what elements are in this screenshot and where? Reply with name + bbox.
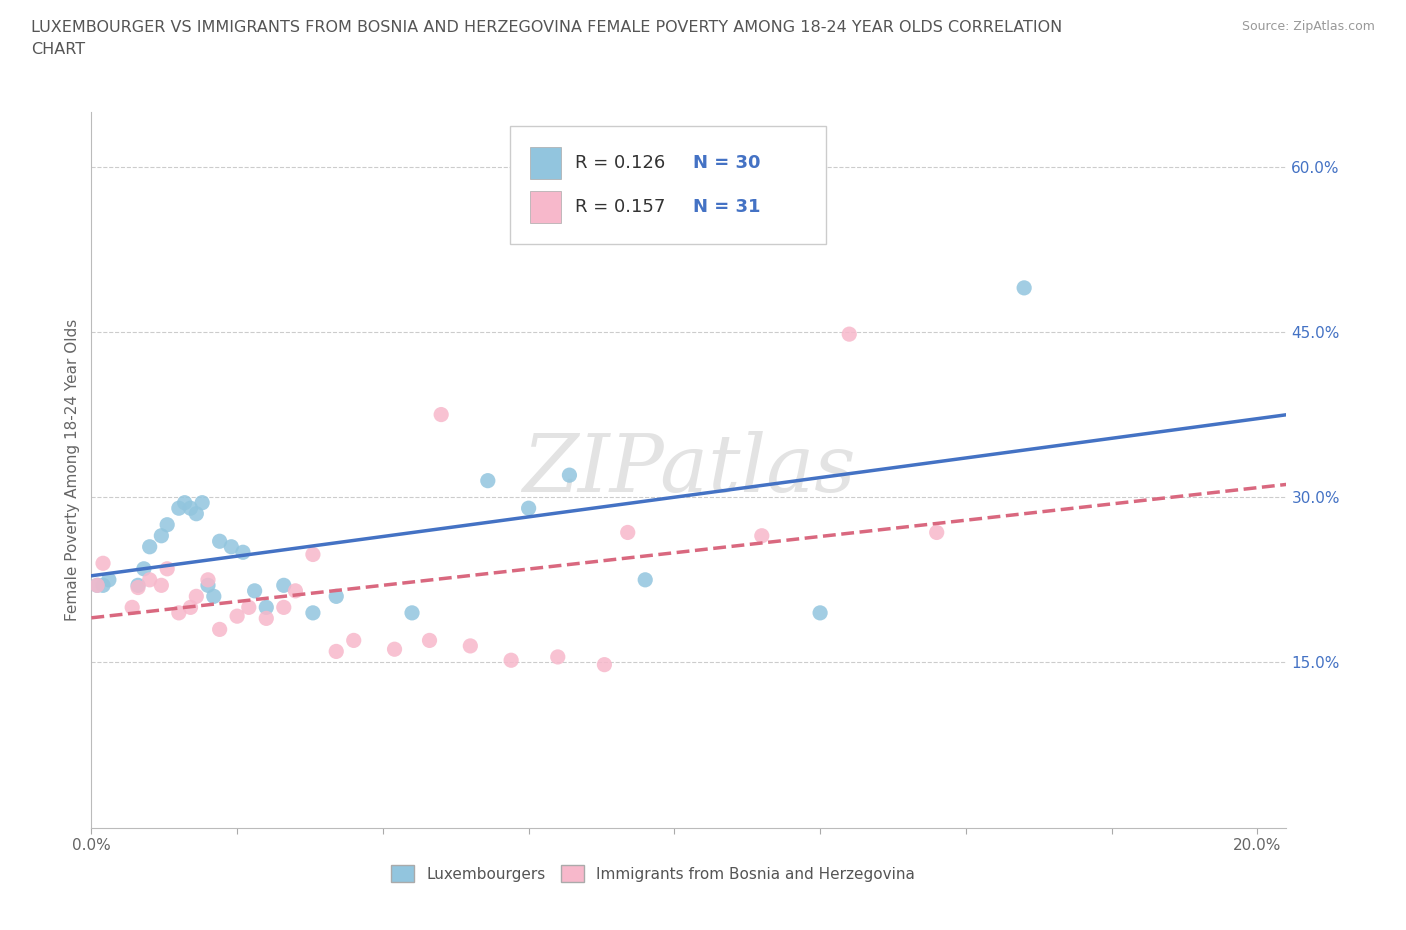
Text: CHART: CHART <box>31 42 84 57</box>
Point <box>132 562 155 577</box>
Point <box>925 525 948 540</box>
FancyBboxPatch shape <box>509 126 827 244</box>
FancyBboxPatch shape <box>530 191 561 223</box>
Text: N = 30: N = 30 <box>693 154 761 172</box>
Point <box>138 572 160 587</box>
Point <box>197 578 219 592</box>
Point <box>273 578 295 592</box>
Point <box>254 611 277 626</box>
Text: ZIPatlas: ZIPatlas <box>522 431 856 509</box>
Point <box>127 578 149 592</box>
Point <box>186 506 208 521</box>
Text: LUXEMBOURGER VS IMMIGRANTS FROM BOSNIA AND HERZEGOVINA FEMALE POVERTY AMONG 18-2: LUXEMBOURGER VS IMMIGRANTS FROM BOSNIA A… <box>31 20 1062 35</box>
Text: Source: ZipAtlas.com: Source: ZipAtlas.com <box>1241 20 1375 33</box>
Point <box>243 583 266 598</box>
Point <box>150 578 173 592</box>
Point <box>86 578 108 592</box>
Point <box>477 473 499 488</box>
Point <box>401 605 423 620</box>
Point <box>138 539 160 554</box>
Point <box>558 468 581 483</box>
Point <box>593 658 616 672</box>
Point <box>173 496 195 511</box>
Text: R = 0.157: R = 0.157 <box>575 198 666 216</box>
Point <box>284 583 307 598</box>
Point <box>197 572 219 587</box>
Text: N = 31: N = 31 <box>693 198 761 216</box>
Point <box>302 605 325 620</box>
Point <box>91 578 114 592</box>
Point <box>751 528 773 543</box>
Point <box>191 496 214 511</box>
Point <box>186 589 208 604</box>
Point <box>1012 281 1035 296</box>
Point <box>418 633 440 648</box>
Point <box>430 407 453 422</box>
Point <box>547 649 569 664</box>
Point <box>838 326 860 341</box>
Point <box>634 572 657 587</box>
Point <box>616 525 638 540</box>
Y-axis label: Female Poverty Among 18-24 Year Olds: Female Poverty Among 18-24 Year Olds <box>65 318 80 621</box>
Point <box>150 528 173 543</box>
Point <box>384 642 406 657</box>
Point <box>97 572 120 587</box>
FancyBboxPatch shape <box>530 147 561 179</box>
Point <box>167 605 190 620</box>
Point <box>208 534 231 549</box>
Point <box>208 622 231 637</box>
Point <box>460 639 482 654</box>
Point <box>325 644 347 658</box>
Point <box>232 545 254 560</box>
Point <box>343 633 366 648</box>
Point <box>325 589 347 604</box>
Point <box>167 500 190 515</box>
Text: R = 0.126: R = 0.126 <box>575 154 665 172</box>
Point <box>221 539 243 554</box>
Point <box>156 517 179 532</box>
Point <box>517 500 540 515</box>
Point <box>302 547 325 562</box>
Point <box>121 600 143 615</box>
Point <box>179 500 201 515</box>
Point <box>127 580 149 595</box>
Point <box>808 605 831 620</box>
Point <box>501 653 523 668</box>
Point <box>179 600 201 615</box>
Legend: Luxembourgers, Immigrants from Bosnia and Herzegovina: Luxembourgers, Immigrants from Bosnia an… <box>385 859 921 888</box>
Point <box>226 609 249 624</box>
Point <box>254 600 277 615</box>
Point <box>238 600 260 615</box>
Point <box>91 556 114 571</box>
Point <box>156 562 179 577</box>
Point <box>202 589 225 604</box>
Point <box>273 600 295 615</box>
Point <box>86 578 108 592</box>
